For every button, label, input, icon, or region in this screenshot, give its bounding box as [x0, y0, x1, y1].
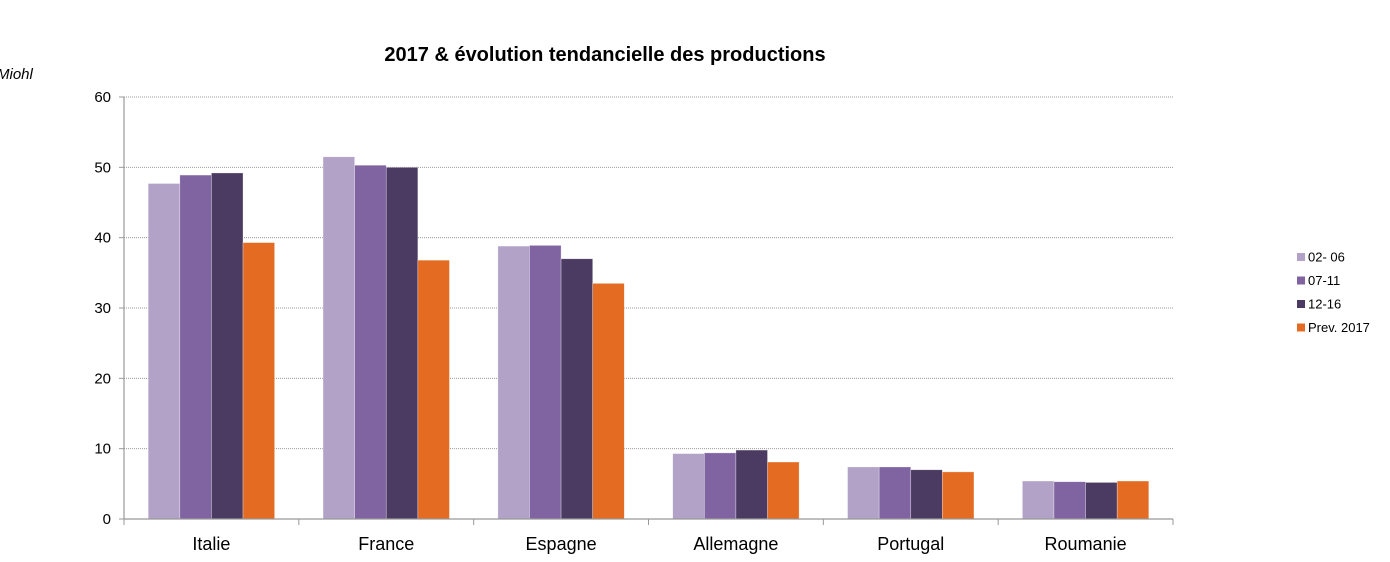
x-category-label: Portugal [877, 534, 944, 554]
legend-label: Prev. 2017 [1308, 320, 1370, 335]
legend-swatch [1297, 253, 1305, 261]
legend-item: 12-16 [1297, 297, 1341, 312]
legend-item: 07-11 [1297, 273, 1340, 288]
bar-12-16-portugal [910, 469, 943, 520]
x-category-label: Allemagne [693, 534, 778, 554]
bar-prev-2017-italie [242, 242, 275, 520]
bar-07-11-portugal [878, 466, 912, 520]
x-category-label: Espagne [526, 534, 597, 554]
bar-prev-2017-roumanie [1116, 480, 1150, 520]
bar-12-16-roumanie [1085, 482, 1118, 520]
bar-07-11-espagne [529, 245, 562, 520]
x-category-label: Italie [192, 534, 230, 554]
y-tick-label: 40 [94, 230, 111, 247]
y-tick-label: 0 [103, 511, 111, 528]
legend-swatch [1297, 276, 1305, 285]
bar-02-06-italie [147, 183, 181, 520]
legend-label: 07-11 [1308, 273, 1340, 288]
bar-prev-2017-portugal [942, 471, 975, 520]
legend: 02- 06 07-11 12-16 Prev. 2017 [1297, 250, 1370, 335]
bar-07-11-france [354, 164, 387, 520]
y-tick-label: 30 [94, 300, 111, 317]
y-tick-label: 20 [94, 370, 111, 387]
bar-12-16-espagne [560, 258, 593, 520]
bar-prev-2017-france [417, 259, 450, 520]
legend-swatch [1297, 323, 1305, 332]
bar-12-16-italie [211, 172, 244, 520]
axes [123, 97, 1174, 525]
bar-12-16-france [385, 167, 419, 520]
legend-label: 12-16 [1308, 297, 1341, 312]
y-axis-label: Miohl [0, 66, 34, 83]
bar-prev-2017-allemagne [767, 461, 800, 520]
y-tick-label: 60 [94, 89, 111, 106]
bar-prev-2017-espagne [592, 283, 625, 520]
bar-07-11-roumanie [1053, 481, 1086, 520]
y-tick-label: 10 [94, 441, 111, 458]
legend-swatch [1297, 300, 1305, 308]
bar-02-06-espagne [497, 245, 530, 520]
legend-item: Prev. 2017 [1297, 320, 1370, 335]
bar-12-16-allemagne [735, 449, 768, 520]
bar-02-06-allemagne [672, 453, 705, 520]
gridlines [124, 96, 1173, 450]
chart-title: 2017 & évolution tendancielle des produc… [384, 44, 825, 66]
bar-02-06-roumanie [1022, 480, 1055, 520]
bar-02-06-portugal [847, 466, 880, 520]
bar-07-11-italie [179, 174, 212, 520]
bars [147, 156, 1150, 520]
y-axis-ticks: 0 10 20 30 40 50 60 [94, 89, 124, 528]
legend-label: 02- 06 [1308, 250, 1345, 265]
legend-item: 02- 06 [1297, 250, 1345, 265]
y-tick-label: 50 [94, 159, 111, 176]
x-category-label: France [358, 534, 414, 554]
x-axis-categories: Italie France Espagne Allemagne Portugal Roum… [192, 534, 1126, 554]
bar-02-06-france [322, 156, 355, 520]
x-category-label: Roumanie [1045, 534, 1127, 554]
bar-07-11-allemagne [704, 452, 737, 520]
